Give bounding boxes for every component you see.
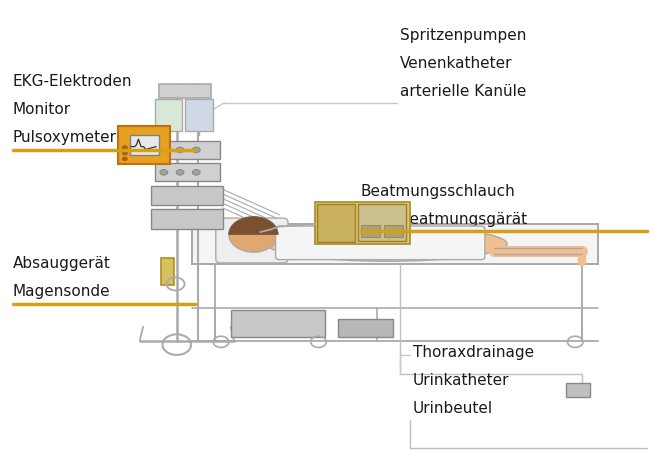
Circle shape xyxy=(176,170,184,175)
Text: EKG-Elektroden: EKG-Elektroden xyxy=(13,74,133,89)
Bar xyxy=(118,126,170,164)
Text: Urinkatheter: Urinkatheter xyxy=(413,373,509,388)
Bar xyxy=(155,141,220,159)
Text: Magensonde: Magensonde xyxy=(13,284,111,299)
Circle shape xyxy=(192,170,200,175)
Text: Beatmungsschlauch: Beatmungsschlauch xyxy=(361,184,515,199)
Text: Spritzenpumpen: Spritzenpumpen xyxy=(400,28,526,42)
Bar xyxy=(151,186,223,205)
Text: Pulsoxymeter: Pulsoxymeter xyxy=(13,130,117,145)
Text: Thoraxdrainage: Thoraxdrainage xyxy=(413,345,534,360)
Wedge shape xyxy=(229,217,278,234)
Text: arterielle Kanüle: arterielle Kanüle xyxy=(400,84,526,99)
Bar xyxy=(159,84,211,98)
Circle shape xyxy=(122,151,127,155)
Bar xyxy=(130,135,159,155)
Bar xyxy=(317,204,355,242)
FancyBboxPatch shape xyxy=(216,218,288,263)
Bar xyxy=(155,163,220,181)
Bar xyxy=(361,225,380,237)
Bar xyxy=(192,224,598,264)
Text: Urinbeutel: Urinbeutel xyxy=(413,401,493,416)
FancyBboxPatch shape xyxy=(276,226,485,260)
Bar xyxy=(161,258,174,285)
Circle shape xyxy=(192,147,200,153)
Circle shape xyxy=(122,157,127,161)
Bar xyxy=(151,209,223,229)
Circle shape xyxy=(229,217,278,252)
Bar xyxy=(231,310,325,337)
Bar xyxy=(566,383,590,397)
Bar xyxy=(185,99,213,131)
Text: Beatmungsgärät: Beatmungsgärät xyxy=(400,212,528,227)
Text: Venenkatheter: Venenkatheter xyxy=(400,56,512,71)
Circle shape xyxy=(122,146,127,149)
Circle shape xyxy=(160,147,168,153)
Circle shape xyxy=(160,170,168,175)
Bar xyxy=(315,202,410,244)
Text: Monitor: Monitor xyxy=(13,102,71,117)
Bar xyxy=(384,225,403,237)
Ellipse shape xyxy=(266,226,507,261)
Bar xyxy=(155,99,182,131)
Bar xyxy=(358,204,406,241)
Circle shape xyxy=(176,147,184,153)
Bar xyxy=(338,319,393,337)
Text: Absauggerät: Absauggerät xyxy=(13,256,111,271)
